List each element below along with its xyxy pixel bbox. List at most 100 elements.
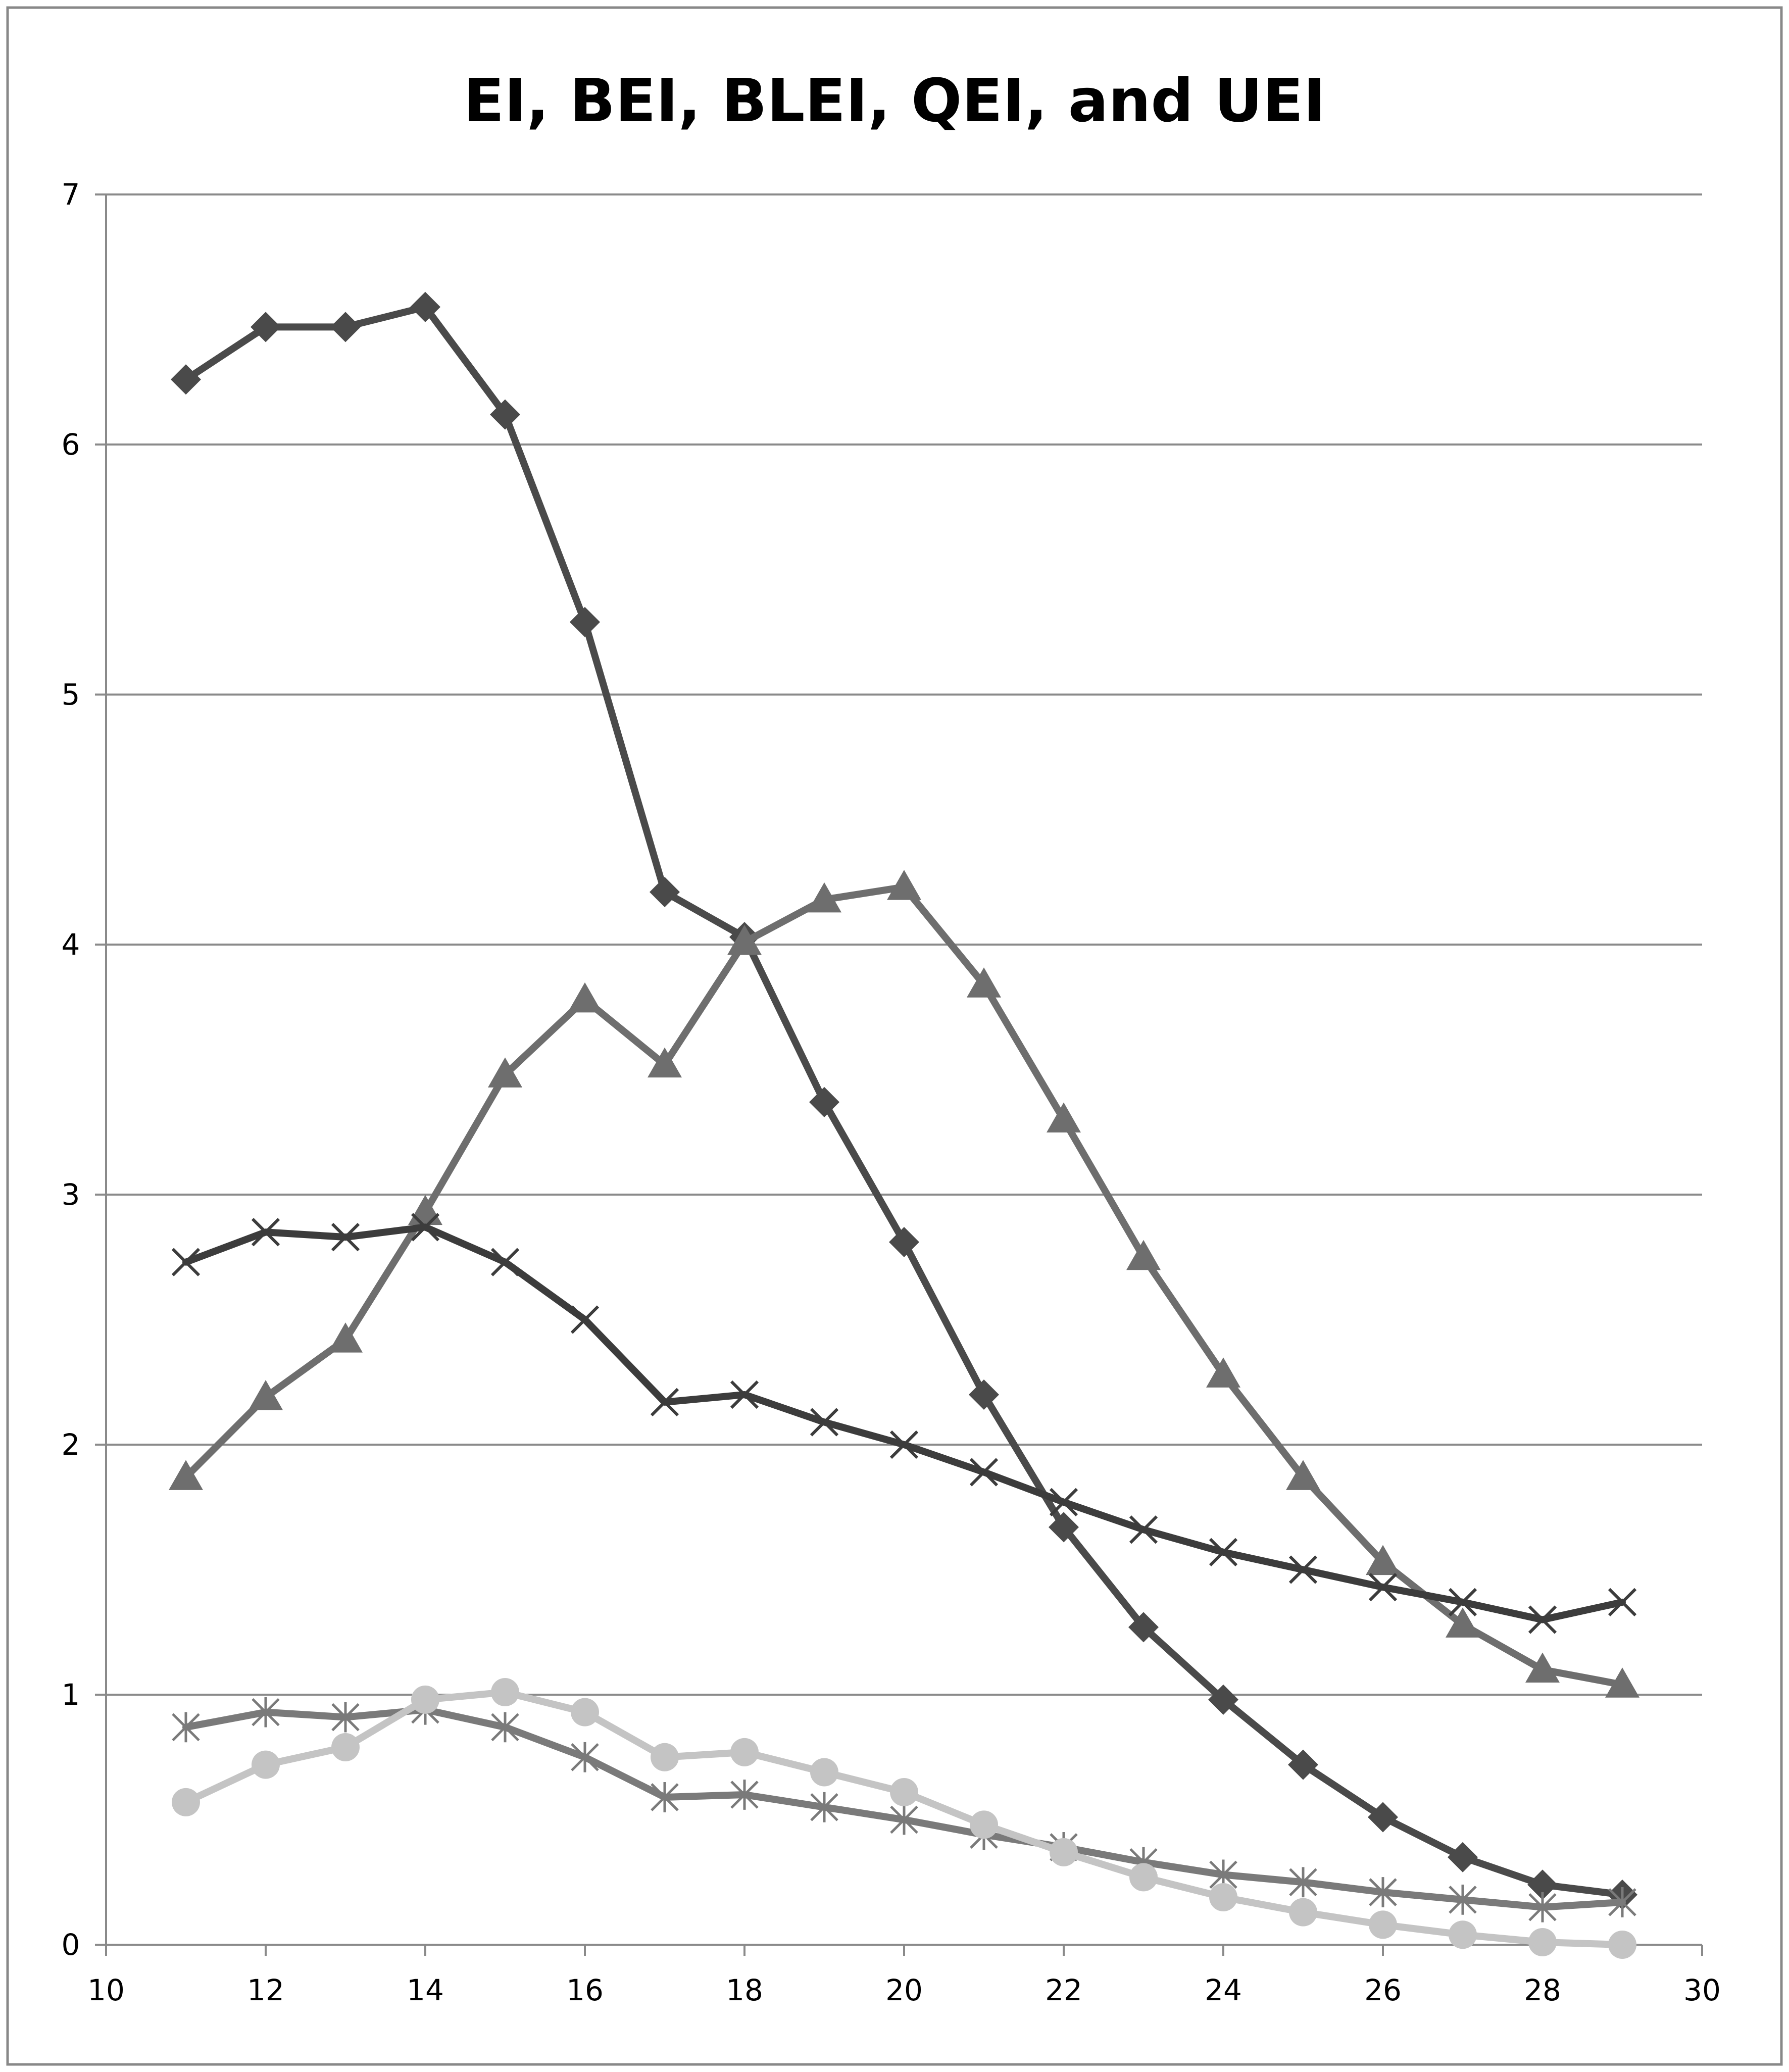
data-point (1288, 1749, 1318, 1780)
data-point (651, 1743, 679, 1771)
data-point (889, 1227, 919, 1258)
data-point (411, 1213, 440, 1242)
point-stroke (1209, 1538, 1238, 1566)
data-point (488, 1057, 522, 1088)
data-point (571, 1698, 599, 1726)
data-point (1446, 1607, 1480, 1638)
point-stroke (650, 1388, 679, 1416)
chart-title: EI, BEI, BLEI, QEI, and UEI (464, 66, 1326, 135)
data-point (1129, 1515, 1158, 1544)
data-point (570, 1305, 600, 1334)
data-point (1528, 1892, 1557, 1922)
data-point (331, 1223, 360, 1252)
series-group (169, 291, 1639, 1959)
data-point (410, 291, 440, 322)
point-stroke (1129, 1515, 1158, 1544)
data-point (1050, 1838, 1078, 1866)
data-point (1528, 1928, 1557, 1957)
data-point (1448, 1842, 1478, 1872)
data-point (1128, 1612, 1159, 1643)
y-tick-label: 0 (62, 1928, 80, 1962)
chart-border (6, 6, 1783, 2066)
data-point (810, 1792, 838, 1822)
series-5 (172, 1678, 1636, 1959)
data-point (331, 1702, 360, 1733)
x-tick-label: 30 (1683, 1973, 1721, 2007)
data-point (969, 1379, 999, 1410)
data-point (1527, 1869, 1558, 1900)
x-tick-label: 10 (87, 1973, 125, 2007)
point-stroke (1608, 1588, 1637, 1616)
data-point (1366, 1545, 1400, 1575)
data-point (568, 982, 602, 1013)
data-point (1047, 1102, 1081, 1132)
series-3 (171, 1213, 1637, 1634)
y-tick-label: 5 (62, 677, 80, 712)
data-point (1449, 1885, 1477, 1915)
x-tick-label: 20 (885, 1973, 923, 2007)
x-tick-label: 14 (407, 1973, 444, 2007)
point-stroke (490, 1248, 520, 1276)
data-point (1289, 1867, 1317, 1898)
x-tick-label: 16 (566, 1973, 604, 2007)
data-point (328, 1322, 363, 1353)
data-point (1608, 1887, 1636, 1917)
point-stroke (1288, 1555, 1318, 1584)
axes (95, 193, 1703, 1956)
data-point (172, 1788, 200, 1816)
x-tick-label: 24 (1205, 1973, 1242, 2007)
y-tick-label: 6 (62, 427, 80, 462)
data-point (1608, 1588, 1637, 1616)
data-point (1369, 1877, 1397, 1907)
data-point (807, 882, 841, 913)
point-stroke (411, 1213, 440, 1242)
data-point (1126, 1240, 1161, 1270)
data-point (1049, 1488, 1078, 1516)
x-tick-label: 26 (1364, 1973, 1402, 2007)
data-point (252, 1697, 280, 1728)
data-point (969, 1458, 999, 1487)
data-point (491, 1678, 519, 1707)
data-point (1605, 1667, 1639, 1698)
y-tick-labels: 0 1 2 3 4 5 6 7 (62, 177, 80, 1962)
point-stroke (1368, 1573, 1398, 1602)
x-tick-label: 28 (1524, 1973, 1561, 2007)
data-point (1208, 1684, 1238, 1715)
y-tick-label: 4 (62, 927, 80, 962)
point-stroke (1049, 1488, 1078, 1516)
y-tick-label: 2 (62, 1427, 80, 1462)
data-point (1209, 1883, 1237, 1911)
y-tick-label: 7 (62, 177, 80, 212)
point-stroke (1528, 1605, 1557, 1634)
data-point (1448, 1588, 1477, 1616)
data-point (730, 1738, 759, 1766)
data-point (330, 312, 361, 342)
data-point (809, 1087, 839, 1117)
y-tick-label: 3 (62, 1177, 80, 1212)
data-point (1049, 1512, 1079, 1543)
data-point (648, 1047, 682, 1078)
data-point (1368, 1573, 1398, 1602)
data-point (1608, 1931, 1636, 1959)
data-point (490, 1248, 520, 1276)
point-stroke (171, 1248, 201, 1276)
data-point (252, 1750, 280, 1779)
data-point (490, 399, 520, 430)
data-point (1525, 1652, 1560, 1683)
data-point (890, 1778, 918, 1807)
data-point (727, 925, 762, 955)
x-tick-labels: 10 12 14 16 18 20 22 24 26 28 30 (87, 1973, 1721, 2007)
series-2 (169, 870, 1639, 1698)
data-point (730, 1780, 759, 1810)
data-point (491, 1712, 519, 1743)
x-tick-label: 18 (726, 1973, 763, 2007)
data-point (967, 967, 1001, 998)
data-point (970, 1810, 998, 1839)
data-point (169, 1460, 203, 1490)
data-point (570, 607, 600, 637)
data-point (251, 312, 281, 342)
data-point (171, 364, 201, 395)
data-point (1369, 1910, 1397, 1939)
point-stroke (1448, 1588, 1477, 1616)
